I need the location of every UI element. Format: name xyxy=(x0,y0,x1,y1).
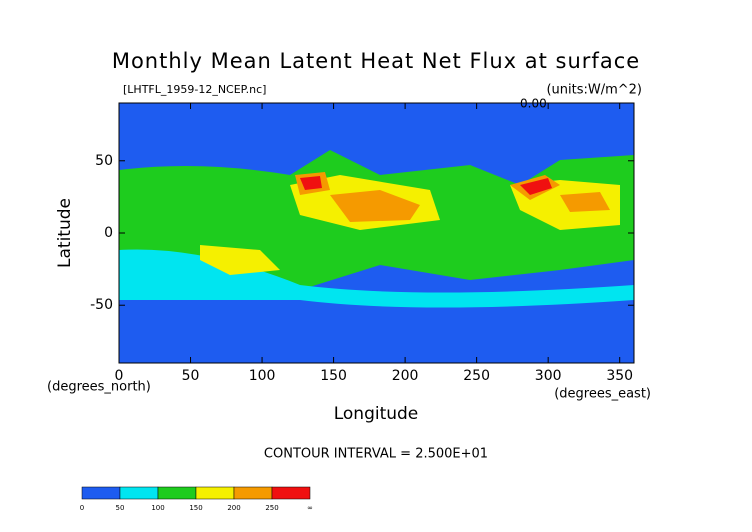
x-tick-label: 50 xyxy=(182,368,200,384)
x-tick-label: 150 xyxy=(320,368,347,384)
colorbar-label: 100 xyxy=(151,504,164,512)
colorbar-label: 250 xyxy=(265,504,278,512)
x-tick-label: 350 xyxy=(606,368,633,384)
y-unit: (degrees_north) xyxy=(47,380,151,395)
y-tick-label: -50 xyxy=(90,297,113,313)
colorbar-end-label: ∞ xyxy=(307,504,313,512)
colorbar-box xyxy=(271,486,311,500)
y-axis-label: Latitude xyxy=(55,198,75,268)
colorbar-box xyxy=(81,486,121,500)
units: (units:W/m^2) xyxy=(546,83,642,98)
x-unit: (degrees_east) xyxy=(554,387,651,402)
y-tick-label: 50 xyxy=(95,153,113,169)
colorbar-label: 150 xyxy=(189,504,202,512)
x-axis-label: Longitude xyxy=(334,404,419,424)
x-tick-label: 200 xyxy=(392,368,419,384)
colorbar-label: 50 xyxy=(116,504,125,512)
colorbar-label: 200 xyxy=(227,504,240,512)
colorbar-label: 0 xyxy=(80,504,84,512)
corner-label: 0.00 xyxy=(520,97,547,111)
subtitle: [LHTFL_1959-12_NCEP.nc] xyxy=(123,83,266,96)
y-tick-label: 0 xyxy=(104,225,113,241)
colorbar-box xyxy=(195,486,235,500)
colorbar-box xyxy=(157,486,197,500)
x-tick-label: 0 xyxy=(115,368,124,384)
note: CONTOUR INTERVAL = 2.500E+01 xyxy=(264,447,488,462)
chart-title: Monthly Mean Latent Heat Net Flux at sur… xyxy=(112,49,640,73)
x-tick-label: 250 xyxy=(463,368,490,384)
x-tick-label: 100 xyxy=(249,368,276,384)
colorbar-box xyxy=(119,486,159,500)
colorbar-box xyxy=(233,486,273,500)
x-tick-label: 300 xyxy=(535,368,562,384)
contour-field xyxy=(119,103,634,363)
